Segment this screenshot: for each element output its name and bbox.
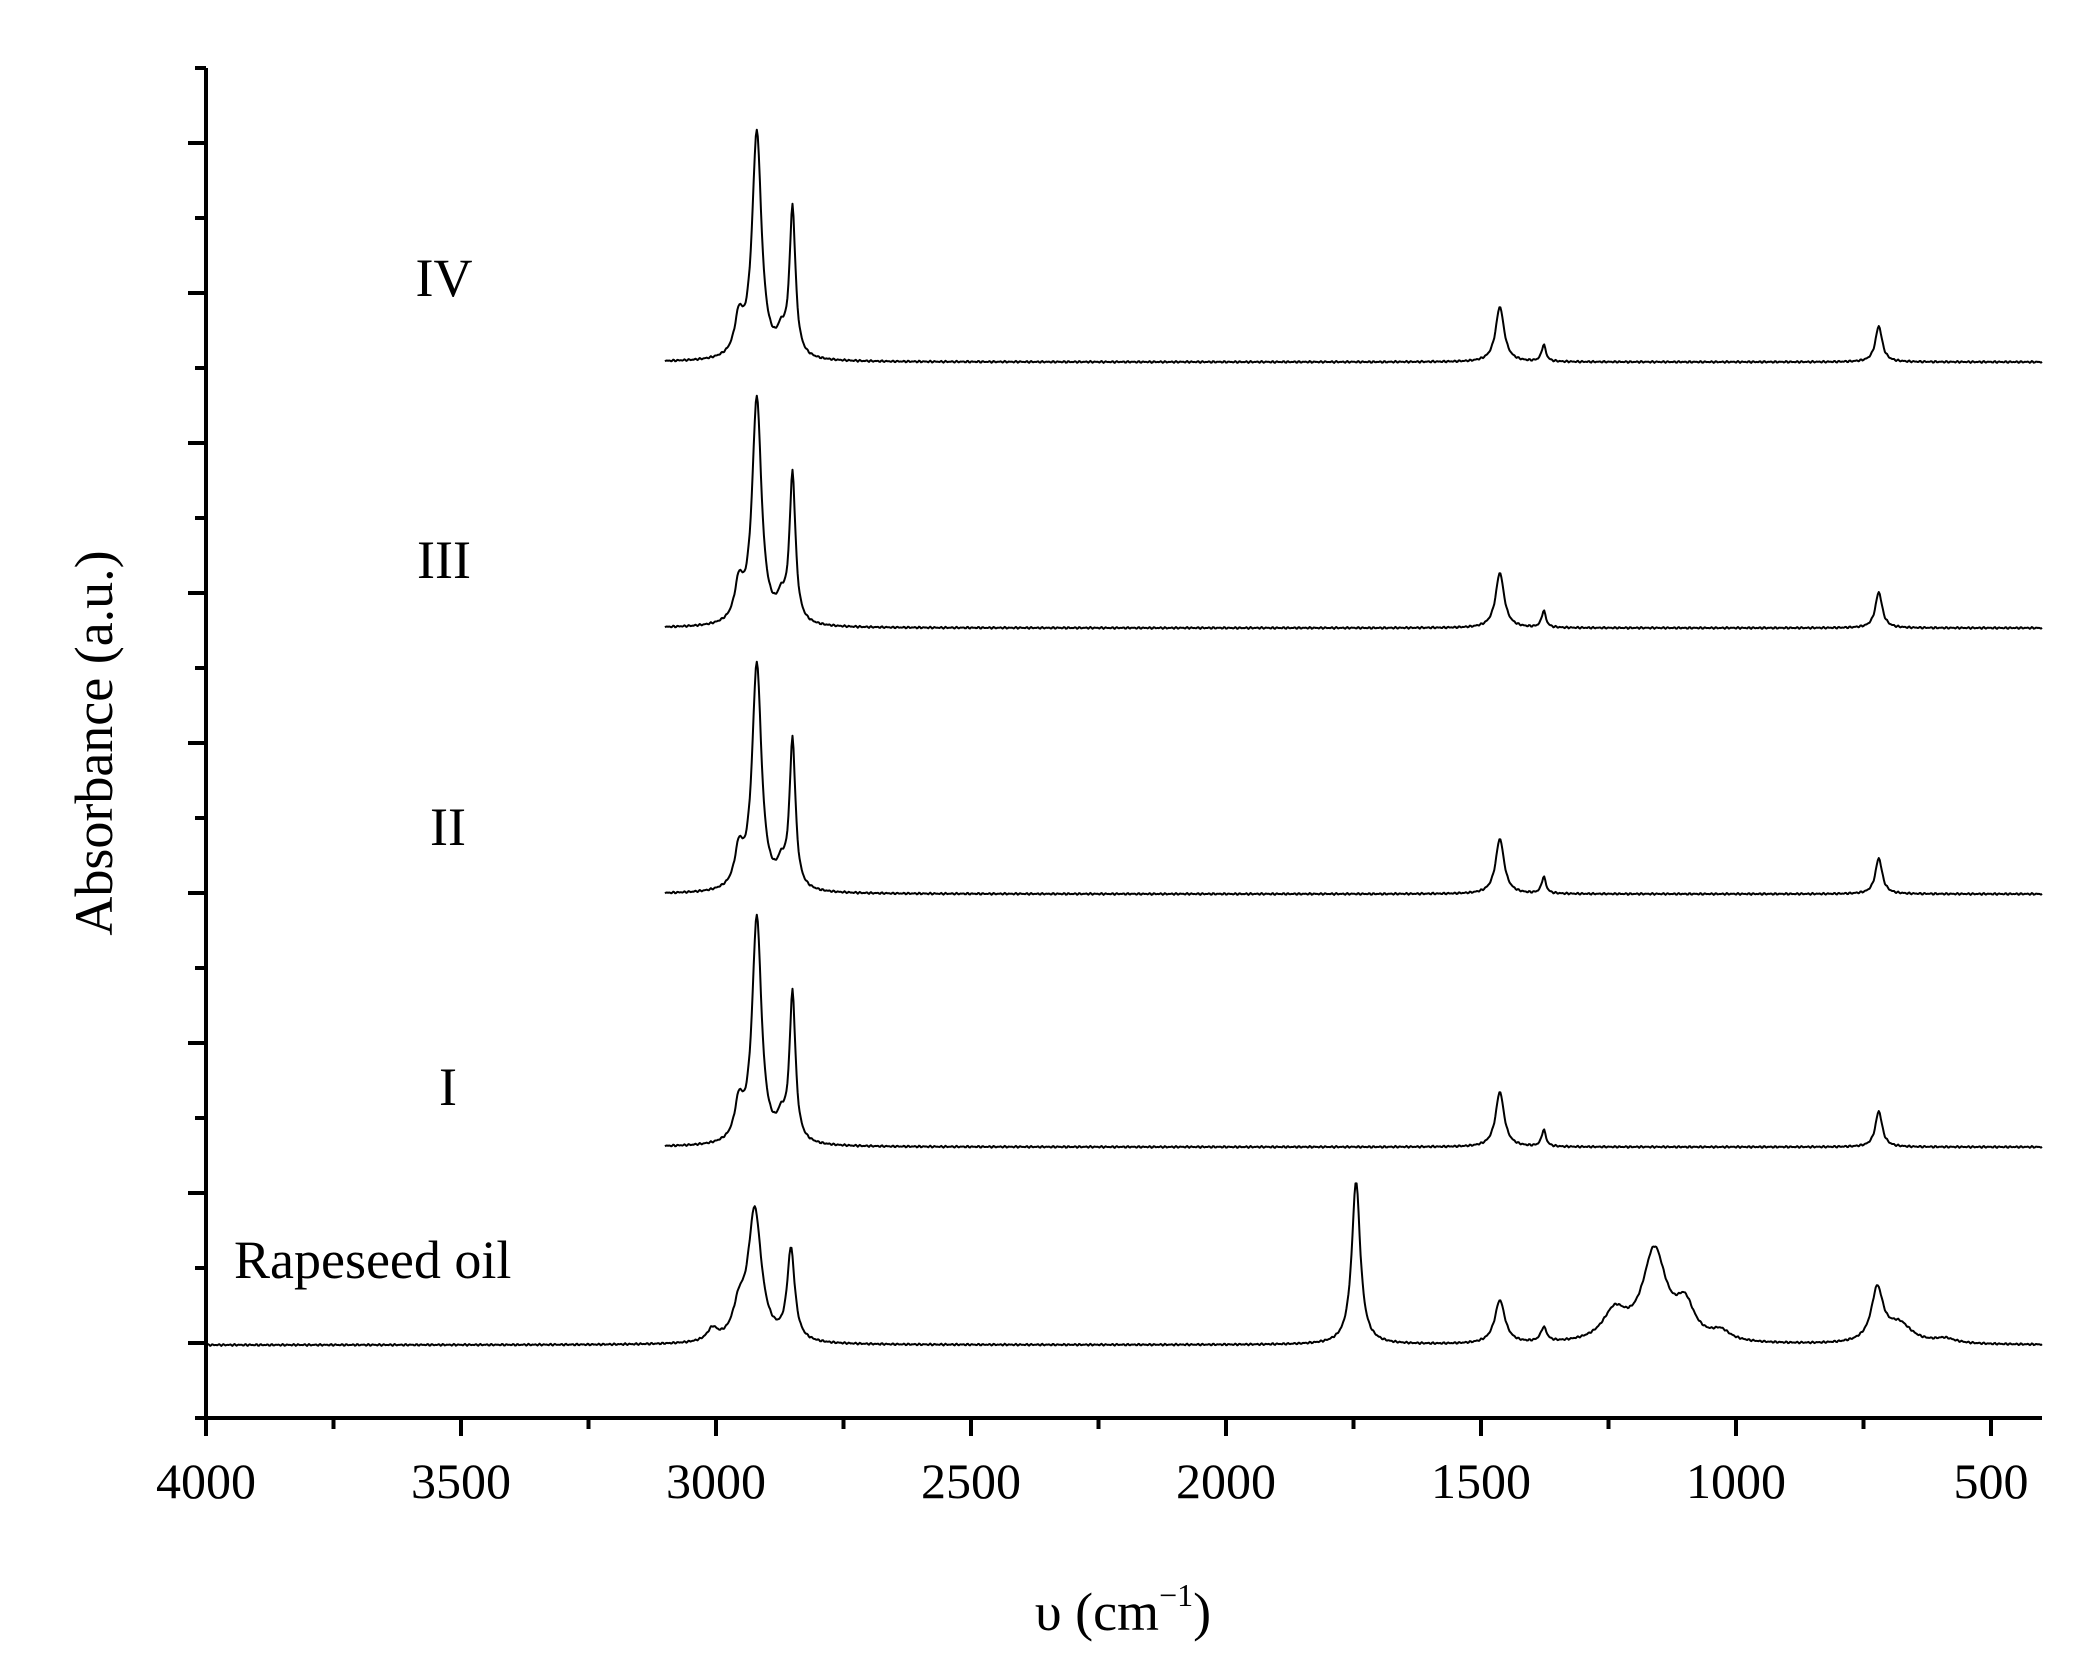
series-label-i: I: [439, 1057, 457, 1117]
series-line-i: [664, 913, 2043, 1149]
series-line-iii: [664, 394, 2043, 630]
x-tick-label: 3000: [666, 1453, 766, 1509]
series-line-ii: [664, 660, 2043, 896]
x-tick-label: 1000: [1686, 1453, 1786, 1509]
x-axis-title-close: ): [1193, 1582, 1211, 1642]
x-tick-label: 1500: [1431, 1453, 1531, 1509]
series-line-rapeseed-oil: [205, 1182, 2043, 1347]
y-axis-title: Absorbance (a.u.): [64, 550, 124, 935]
series-label-iv: IV: [416, 248, 473, 308]
x-ticks: 4000 3500 3000 2500 2000 1500 1000 500: [156, 1418, 2029, 1509]
x-tick-label: 4000: [156, 1453, 256, 1509]
x-tick-label: 3500: [411, 1453, 511, 1509]
series-label-ii: II: [430, 797, 466, 857]
x-axis-title-main: υ (cm: [1035, 1582, 1159, 1642]
series-group: [205, 128, 2043, 1347]
x-tick-label: 2000: [1176, 1453, 1276, 1509]
series-line-iv: [664, 128, 2043, 364]
series-label-iii: III: [417, 530, 471, 590]
series-label-rapeseed-oil: Rapeseed oil: [234, 1230, 511, 1290]
axes: [204, 68, 2042, 1420]
x-axis-title-superscript: −1: [1159, 1577, 1193, 1613]
y-ticks: [188, 66, 206, 1420]
x-tick-label: 500: [1954, 1453, 2029, 1509]
x-tick-label: 2500: [921, 1453, 1021, 1509]
x-axis-title: υ (cm−1): [1035, 1577, 1211, 1642]
